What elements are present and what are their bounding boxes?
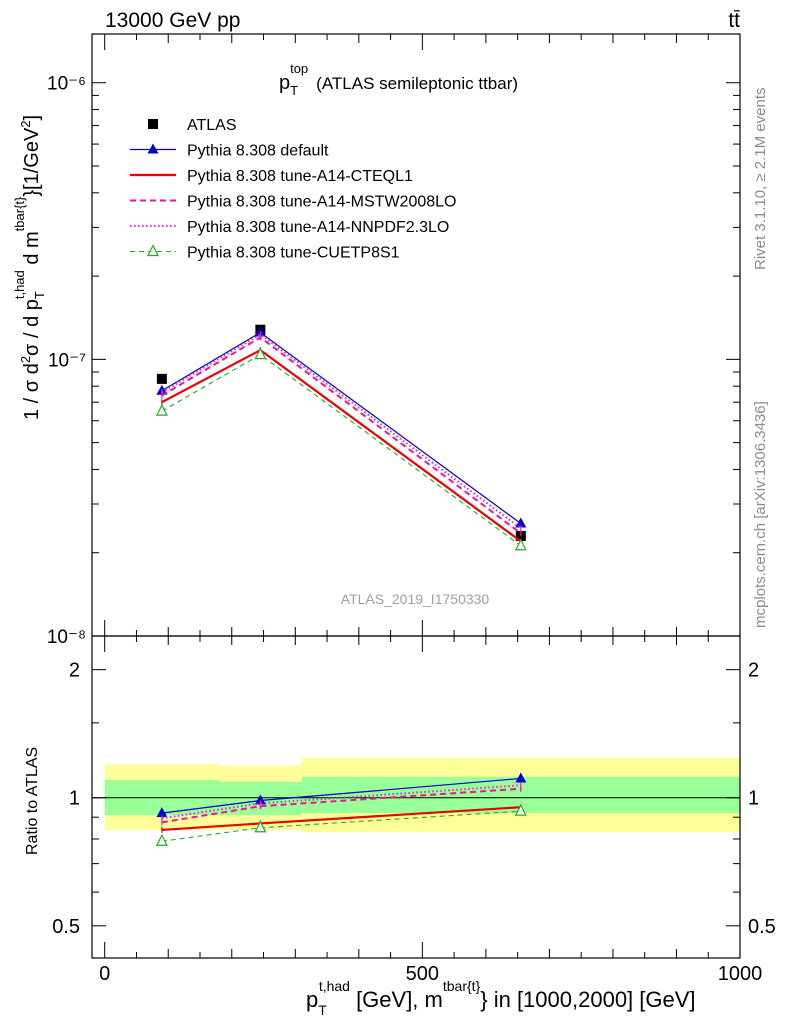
- title-sub: T: [290, 83, 298, 98]
- series-line: [161, 331, 522, 525]
- ylabel-sub1: T: [32, 291, 47, 299]
- ylabel-sq2: 2: [18, 120, 33, 127]
- xlabel-a: [GeV], m: [350, 987, 443, 1012]
- series-line: [161, 348, 522, 543]
- x-tick-label: 0: [99, 963, 110, 985]
- plot-title: pTtop (ATLAS semileptonic ttbar): [279, 61, 518, 98]
- legend-label: Pythia 8.308 default: [187, 143, 329, 160]
- ratio-y-tick-label: 2: [69, 660, 80, 682]
- ylabel-c: d m: [21, 231, 43, 270]
- xlabel-sup2: tbar{t}: [443, 978, 481, 994]
- ylabel-d: }[1/GeV: [21, 127, 43, 197]
- legend-label: Pythia 8.308 tune-A14-NNPDF2.3LO: [187, 219, 449, 236]
- legend-label: Pythia 8.308 tune-CUETP8S1: [187, 245, 400, 262]
- data-point: [514, 538, 527, 551]
- title-rest: (ATLAS semileptonic ttbar): [316, 74, 518, 93]
- legend-marker: [148, 119, 158, 129]
- xlabel-sub: T: [318, 1002, 327, 1018]
- x-axis-label: pTt,had [GeV], mtbar{t}} in [1000,2000] …: [306, 978, 696, 1018]
- legend-marker: [147, 143, 159, 154]
- data-point: [254, 347, 267, 360]
- energy-label: 13000 GeV pp: [105, 9, 240, 32]
- xlabel-p: p: [306, 987, 318, 1012]
- ratio-y-tick-label-right: 1: [748, 788, 759, 810]
- main-y-tick-label: 10⁻⁶: [47, 74, 86, 95]
- ratio-panel: 0.5 0.5 1 1 2 2 0 500 1000: [52, 635, 776, 985]
- x-tick-label: 1000: [718, 963, 763, 985]
- ratio-y-tick-label: 1: [69, 788, 80, 810]
- title-p: p: [279, 72, 290, 94]
- data-point: [515, 517, 527, 528]
- analysis-watermark: ATLAS_2019_I1750330: [341, 591, 490, 607]
- source-label: mcplots.cern.ch [arXiv:1306.3436]: [752, 401, 769, 628]
- xlabel-b: } in [1000,2000] [GeV]: [480, 987, 695, 1012]
- ylabel-sup2: tbar{t}: [12, 196, 27, 231]
- legend-marker: [147, 244, 159, 257]
- series-line: [161, 353, 522, 547]
- title-sup: top: [290, 61, 308, 76]
- legend-label: ATLAS: [187, 117, 237, 134]
- ylabel-e: ]: [21, 115, 43, 121]
- ratio-y-tick-label-right: 0.5: [748, 916, 776, 938]
- legend-label: Pythia 8.308 tune-A14-CTEQL1: [187, 168, 413, 185]
- data-point: [156, 373, 167, 384]
- x-tick-label: 500: [406, 963, 439, 985]
- xlabel-sup1: t,had: [319, 978, 350, 994]
- main-y-tick-label: 10⁻⁷: [48, 350, 86, 371]
- series-line: [161, 784, 521, 820]
- ylabel-sup1: t,had: [12, 270, 27, 299]
- series-line: [161, 787, 521, 824]
- data-point: [514, 803, 527, 816]
- ylabel-a: 1 / σ d: [21, 363, 43, 420]
- data-point: [254, 794, 266, 805]
- ratio-y-tick-label: 0.5: [52, 916, 80, 938]
- main-y-tick-label: 10⁻⁸: [47, 627, 86, 648]
- legend-label: Pythia 8.308 tune-A14-MSTW2008LO: [187, 194, 456, 211]
- ratio-y-axis-label: Ratio to ATLAS: [24, 747, 41, 855]
- ratio-frame: [91, 635, 741, 959]
- process-label: tt̄: [728, 9, 740, 32]
- data-point: [155, 403, 168, 416]
- data-point: [156, 807, 168, 818]
- data-point: [254, 820, 267, 833]
- ylabel-b: σ / d p: [21, 299, 43, 356]
- series-line: [161, 336, 522, 535]
- main-y-axis-label: 1 / σ d2σ / d pTt,had d mtbar{t}}[1/GeV2…: [12, 115, 47, 420]
- rivet-label: Rivet 3.1.10, ≥ 2.1M events: [752, 88, 769, 271]
- ratio-y-tick-label-right: 2: [748, 660, 759, 682]
- ylabel-sq: 2: [18, 356, 33, 363]
- data-point: [515, 772, 527, 783]
- legend: ATLAS Pythia 8.308 default Pythia 8.308 tu…: [130, 117, 456, 262]
- data-point: [155, 833, 168, 846]
